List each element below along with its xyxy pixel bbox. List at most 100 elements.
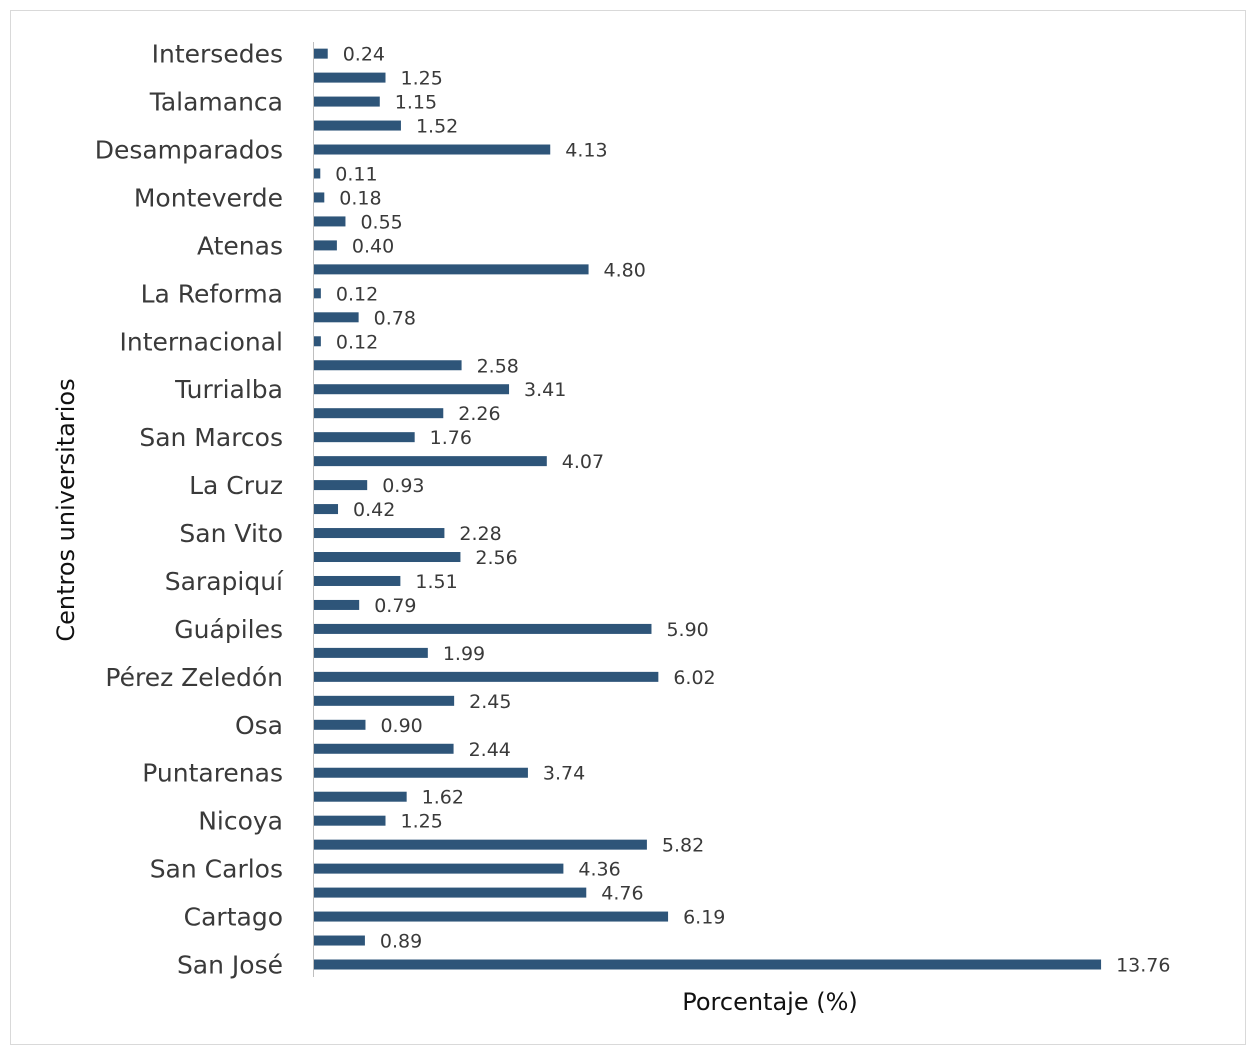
bar [314,408,444,419]
category-label: San Marcos [139,423,283,452]
category-label: La Cruz [189,471,283,500]
category-label: Guápiles [174,615,283,644]
bar-value-label: 3.74 [543,763,585,785]
bar-value-label: 0.40 [352,235,394,257]
bar-value-label: 0.24 [343,44,385,66]
bar [314,144,551,155]
category-label: Cartago [184,903,283,932]
bar-value-label: 1.15 [395,92,437,114]
bar [314,647,428,658]
bar [314,168,321,179]
bar [314,671,659,682]
bar-value-label: 2.45 [469,691,511,713]
bar [314,719,366,730]
bar [314,959,1102,970]
bar [314,791,407,802]
bar [314,432,415,443]
bar-value-label: 4.13 [565,140,607,162]
bar-value-label: 1.52 [416,116,458,138]
category-label: Nicoya [198,807,283,836]
bar-value-label: 0.79 [374,595,416,617]
bar [314,767,528,778]
bar-value-label: 4.36 [578,859,620,881]
bar [314,192,325,203]
bar [314,575,401,586]
bar [314,480,368,491]
bar-value-label: 0.12 [336,331,378,353]
bar [314,48,328,59]
bar-value-label: 0.93 [382,475,424,497]
bar [314,264,589,275]
category-label: San Vito [179,519,283,548]
category-label: Atenas [197,231,283,260]
category-label: San José [177,951,283,980]
bar-value-label: 0.78 [374,307,416,329]
bar-value-label: 2.58 [477,355,519,377]
bar [314,863,564,874]
bar-value-label: 0.42 [353,499,395,521]
bar [314,887,587,898]
category-labels-group: San José Cartago San Carlos Nicoya Puntarena… [95,40,284,980]
bar [314,552,461,563]
bar-value-label: 1.62 [422,787,464,809]
bar-value-label: 5.82 [662,835,704,857]
bar-value-label: 6.02 [673,667,715,689]
bar-value-label: 0.55 [360,211,402,233]
category-label: Sarapiquí [165,567,284,596]
bar [314,384,510,395]
bar-value-label: 0.18 [339,187,381,209]
bar-value-label: 2.44 [469,739,511,761]
bar [314,695,455,706]
chart-frame [10,10,1246,1045]
bar [314,312,359,323]
category-label: Pérez Zeledón [105,663,283,692]
bar-value-label: 1.99 [443,643,485,665]
bar [314,623,652,634]
bar-value-label: 2.26 [458,403,500,425]
bar-value-label: 4.76 [601,883,643,905]
bar-value-label: 0.11 [335,163,377,185]
bar [314,743,454,754]
bar [314,336,321,347]
bar-value-label: 5.90 [666,619,708,641]
bar-value-label: 3.41 [524,379,566,401]
bar-value-label: 4.07 [562,451,604,473]
bar [314,240,337,251]
category-label: Talamanca [149,88,283,117]
bar-value-label: 0.12 [336,283,378,305]
bars-group [314,48,1102,970]
bar-value-label: 1.51 [415,571,457,593]
bar [314,504,339,515]
bar [314,911,669,922]
bar-value-label: 0.90 [380,715,422,737]
x-axis-title: Porcentaje (%) [682,988,858,1016]
category-label: Puntarenas [142,759,283,788]
bar [314,96,380,107]
bar [314,360,462,371]
bar [314,935,365,946]
category-label: Intersedes [152,40,283,69]
bar [314,288,321,299]
bar [314,528,445,539]
bar [314,120,401,131]
bar-value-label: 13.76 [1116,955,1170,977]
bar-value-label: 1.25 [401,811,443,833]
category-label: Osa [235,711,283,740]
bar [314,216,346,227]
bar [314,839,647,850]
category-label: Desamparados [95,136,283,165]
y-axis-title: Centros universitarios [52,378,80,641]
bar-value-label: 6.19 [683,907,725,929]
category-label: Turrialba [174,375,283,404]
bar [314,72,386,83]
bar [314,456,547,467]
bar-value-label: 0.89 [380,931,422,953]
category-label: Monteverde [134,183,283,212]
category-label: La Reforma [141,279,283,308]
bar-value-label: 1.25 [401,68,443,90]
category-label: San Carlos [150,855,283,884]
value-labels-group: 13.760.896.194.764.365.821.251.623.742.4… [335,44,1170,977]
bar-value-label: 2.56 [475,547,517,569]
bar-value-label: 2.28 [459,523,501,545]
